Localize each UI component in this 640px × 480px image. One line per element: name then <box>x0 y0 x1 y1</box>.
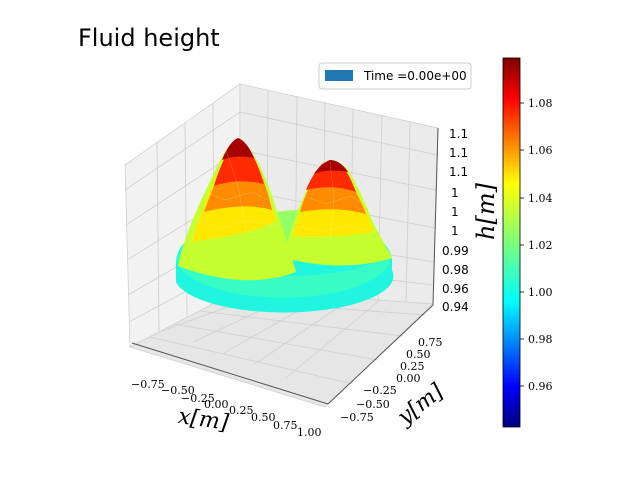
colorbar-tick-label: 1.06 <box>528 144 553 157</box>
y-tick-label: −0.75 <box>340 411 374 424</box>
colorbar-ticks <box>520 102 524 387</box>
y-axis-label: y[m] <box>392 379 448 431</box>
z-tick-label: 1.1 <box>449 165 468 179</box>
x-tick-label: 0.25 <box>229 404 254 417</box>
z-axis-label: h[m] <box>472 182 500 240</box>
x-tick-label: 0.00 <box>204 398 229 411</box>
x-tick-label: −0.75 <box>131 378 165 391</box>
legend: Time =0.00e+00 <box>318 62 472 90</box>
x-tick-label: 0.75 <box>273 419 298 432</box>
z-tick-label: 0.99 <box>442 244 469 258</box>
z-tick-label: 0.98 <box>442 263 469 277</box>
axis-tick-marks <box>131 127 439 405</box>
colorbar-tick-label: 1.02 <box>528 239 553 252</box>
z-tick-label: 0.96 <box>442 282 469 296</box>
y-tick-label: 0.00 <box>396 372 421 385</box>
z-tick-label: 1 <box>451 224 459 238</box>
colorbar-tick-label: 0.96 <box>528 380 553 393</box>
surface-facets <box>197 149 375 241</box>
colorbar-tick-label: 0.98 <box>528 333 553 346</box>
x-tick-label: 1.00 <box>297 426 322 439</box>
y-tick-label: 0.25 <box>400 360 425 373</box>
surface-base-shade <box>180 252 390 298</box>
right-peak-top <box>314 160 348 174</box>
colorbar-tick-label: 1.00 <box>528 286 553 299</box>
z-tick-label: 1.1 <box>449 127 468 141</box>
z-tick-label: 1 <box>451 205 459 219</box>
legend-label: Time =0.00e+00 <box>363 69 467 83</box>
y-tick-label: −0.50 <box>356 398 390 411</box>
y-tick-label: −0.25 <box>363 384 397 397</box>
z-tick-labels: 0.94 0.96 0.98 0.99 1 1 1 1.1 1.1 1.1 <box>442 127 469 314</box>
y-tick-label: 0.50 <box>406 348 431 361</box>
colorbar-tick-label: 1.08 <box>528 97 553 110</box>
colorbar-gradient <box>502 57 521 428</box>
colorbar: 0.96 0.98 1.00 1.02 1.04 1.06 1.08 <box>502 57 553 428</box>
surface <box>176 138 394 313</box>
z-tick-label: 1 <box>451 186 459 200</box>
legend-swatch <box>325 70 353 81</box>
chart-title: Fluid height <box>78 24 220 52</box>
colorbar-tick-label: 1.04 <box>528 192 553 205</box>
x-tick-label: −0.25 <box>181 392 215 405</box>
legend-box <box>318 62 472 90</box>
x-tick-label: −0.50 <box>161 384 195 397</box>
y-tick-label: 0.75 <box>418 336 443 349</box>
left-peak-top <box>222 138 254 160</box>
z-tick-label: 1.1 <box>449 146 468 160</box>
x-tick-label: 0.50 <box>251 411 276 424</box>
colorbar-tick-labels: 0.96 0.98 1.00 1.02 1.04 1.06 1.08 <box>528 97 553 393</box>
z-tick-label: 0.94 <box>442 300 469 314</box>
y-tick-labels: −0.75 −0.50 −0.25 0.00 0.25 0.50 0.75 <box>340 336 443 424</box>
x-tick-labels: −0.75 −0.50 −0.25 0.00 0.25 0.50 0.75 1.… <box>131 378 322 439</box>
